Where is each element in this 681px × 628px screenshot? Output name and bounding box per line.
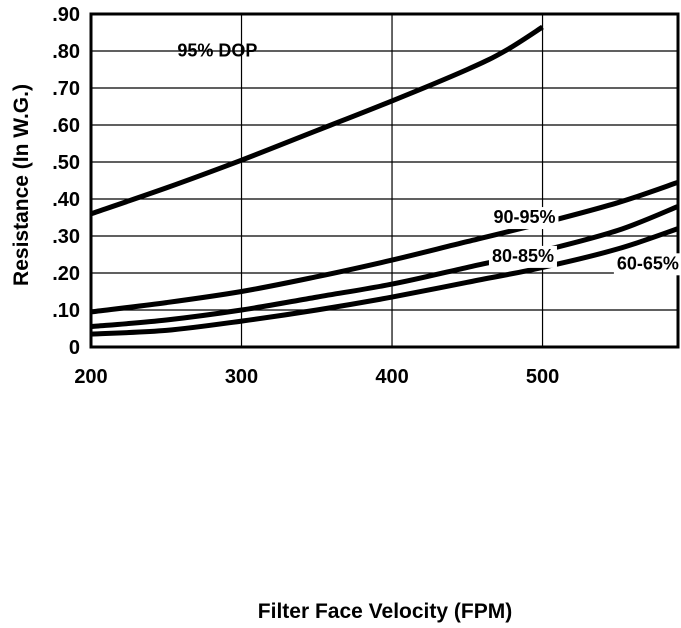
y-tick-label: .20 [52, 263, 80, 285]
plot-frame [89, 12, 680, 349]
y-tick-label: .60 [52, 115, 80, 137]
y-tick-label: .90 [52, 4, 80, 26]
x-tick-label: 300 [225, 366, 258, 388]
y-tick-label: .70 [52, 78, 80, 100]
x-tick-label: 200 [74, 366, 107, 388]
x-tick-label: 400 [375, 366, 408, 388]
series-80-85-curve [90, 204, 679, 330]
series-label: 95% DOP [177, 41, 257, 61]
series-label-background [488, 245, 557, 268]
series-labels: 95% DOP 90-95% 80-85% 60-65% [177, 41, 681, 276]
series-curves [90, 24, 679, 337]
y-tick-label: .30 [52, 226, 80, 248]
y-tick-label: .40 [52, 189, 80, 211]
series-label-background [490, 207, 559, 230]
series-label: 80-85% [492, 246, 554, 266]
series-label-background [613, 253, 681, 276]
x-tick-label: 500 [526, 366, 559, 388]
y-tick-label: 0 [69, 337, 80, 359]
y-tick-labels: 0 .10 .20 .30 .40 .50 .60 .70 .80 .90 [52, 4, 80, 359]
grid-lines [91, 14, 678, 347]
y-tick-label: .10 [52, 300, 80, 322]
series-60-65-curve [90, 226, 679, 337]
y-tick-label: .80 [52, 41, 80, 63]
series-label: 90-95% [493, 207, 555, 227]
series-label: 60-65% [617, 253, 679, 273]
x-axis-title: Filter Face Velocity (FPM) [258, 600, 512, 623]
y-tick-label: .50 [52, 152, 80, 174]
x-tick-labels: 200 300 400 500 [74, 366, 559, 388]
series-95-dop-curve [90, 24, 544, 217]
series-90-95-curve [90, 179, 679, 315]
y-axis-title: Resistance (In W.G.) [10, 84, 33, 286]
